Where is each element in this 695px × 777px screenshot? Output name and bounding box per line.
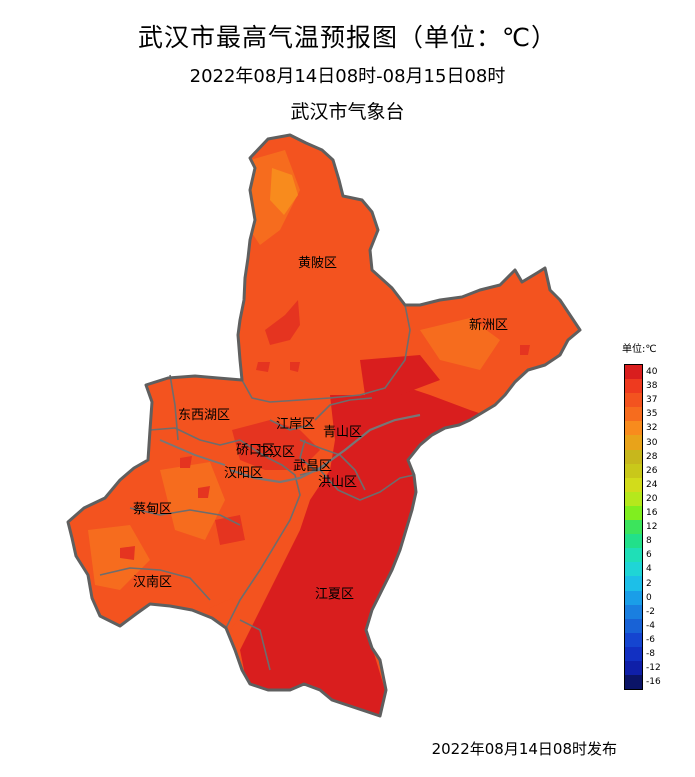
legend-tick-label: 20	[646, 493, 658, 504]
legend-tick-label: 40	[646, 367, 658, 377]
legend-swatch	[625, 660, 642, 676]
legend-tick-label: 26	[646, 465, 658, 476]
district-label-jianghan: 江汉区	[256, 445, 295, 460]
legend-color-bar	[624, 364, 643, 691]
legend-swatch	[625, 534, 642, 549]
legend-tick-label: 35	[646, 409, 658, 420]
legend-swatch	[625, 393, 642, 408]
legend-swatch	[625, 449, 642, 464]
district-label-hanyang: 汉阳区	[224, 466, 263, 481]
legend-tick-label: 16	[646, 508, 658, 518]
legend-swatch	[625, 435, 642, 450]
legend-tick-label: 12	[646, 522, 658, 533]
release-time: 2022年08月14日08时发布	[431, 740, 617, 758]
legend-swatch	[625, 477, 642, 492]
legend-tick-label: -4	[646, 620, 655, 631]
legend-title: 单位:℃	[622, 344, 657, 355]
district-label-hongshan: 洪山区	[318, 475, 357, 490]
legend-swatch	[625, 604, 642, 619]
legend-swatch	[625, 632, 642, 647]
legend-swatch	[625, 646, 642, 661]
legend-tick-label: -8	[646, 649, 655, 659]
legend-swatch	[625, 548, 642, 563]
legend-tick-label: 6	[646, 550, 652, 561]
legend-swatch	[625, 576, 642, 591]
district-label-jiangan: 江岸区	[276, 417, 315, 432]
legend-tick-label: -12	[646, 663, 661, 674]
legend-tick-label: 4	[646, 564, 652, 575]
legend-swatch	[625, 365, 642, 380]
district-label-caidian: 蔡甸区	[133, 502, 172, 517]
district-label-qiaokou: 硚口区	[236, 443, 275, 458]
map-title: 武汉市最高气温预报图（单位：℃）	[137, 23, 558, 52]
legend-tick-label: 24	[646, 479, 658, 490]
district-label-huangpi: 黄陂区	[298, 255, 337, 271]
district-label-dongxihu: 东西湖区	[178, 408, 230, 423]
legend-swatch	[625, 421, 642, 436]
legend-tick-label: 32	[646, 423, 658, 434]
district-label-xinzhou: 新洲区	[469, 317, 508, 333]
legend-tick-label: 37	[646, 395, 658, 406]
legend-swatch	[625, 618, 642, 633]
district-label-hannan: 汉南区	[133, 574, 172, 590]
legend-swatch	[625, 407, 642, 422]
district-label-wuchang: 武昌区	[293, 459, 332, 474]
legend-swatch	[625, 491, 642, 506]
district-label-jiangxia: 江夏区	[315, 587, 354, 602]
legend-tick-label: 2	[646, 578, 652, 589]
legend-tick-label: -2	[646, 606, 655, 617]
legend-swatch	[625, 520, 642, 535]
legend-swatch	[625, 590, 642, 605]
legend-swatch	[625, 463, 642, 478]
legend-tick-label: 38	[646, 381, 658, 392]
legend-tick-label: 0	[646, 592, 652, 603]
legend-tick-label: -6	[646, 634, 655, 645]
legend-swatch	[625, 379, 642, 394]
legend-tick-label: 8	[646, 536, 652, 547]
legend-swatch	[625, 505, 642, 521]
forecast-period: 2022年08月14日08时-08月15日08时	[189, 66, 506, 87]
legend-tick-label: 28	[646, 451, 658, 462]
district-label-qingshan: 青山区	[323, 425, 362, 440]
legend-swatch	[625, 562, 642, 577]
legend-tick-label: 30	[646, 437, 658, 448]
legend-tick-label: -16	[646, 677, 661, 688]
issuing-agency: 武汉市气象台	[290, 101, 405, 123]
legend-swatch	[625, 675, 642, 690]
